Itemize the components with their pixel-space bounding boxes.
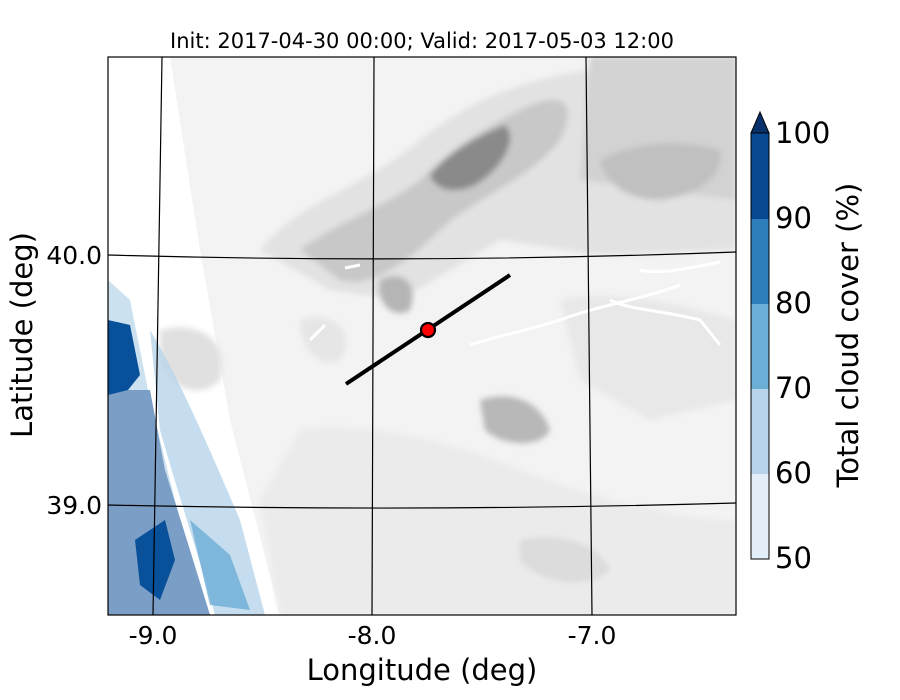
- colorbar-frame: [750, 132, 770, 560]
- map-panel: [108, 57, 736, 615]
- colorbar-tick: 80: [775, 286, 812, 320]
- colorbar-tick: 90: [775, 201, 812, 235]
- colorbar-bin: [751, 304, 769, 389]
- colorbar-tick: 70: [775, 371, 812, 405]
- x-tick-label: -9.0: [129, 621, 178, 650]
- river-traces: [308, 260, 722, 347]
- chart-title: Init: 2017-04-30 00:00; Valid: 2017-05-0…: [170, 29, 674, 53]
- colorbar-label: Total cloud cover (%): [831, 183, 865, 489]
- colorbar-tick: 50: [775, 541, 812, 575]
- colorbar-bin: [751, 219, 769, 304]
- colorbar-bin: [751, 474, 769, 559]
- location-marker: [419, 321, 437, 339]
- colorbar-tick: 60: [775, 456, 812, 490]
- colorbar-bin: [751, 133, 769, 219]
- colorbar-extend-arrow: [750, 110, 770, 134]
- colorbar: 50 60 70 80 90 100 Total cloud cover (%): [750, 110, 865, 575]
- map-frame: [107, 56, 737, 616]
- x-tick-label: -7.0: [568, 621, 617, 650]
- x-tick-label: -8.0: [348, 621, 397, 650]
- y-axis-label: Latitude (deg): [5, 232, 39, 438]
- x-axis-label: Longitude (deg): [307, 653, 538, 687]
- y-tick-label: 40.0: [46, 241, 102, 270]
- cloud-cover-band: [108, 280, 265, 615]
- colorbar-tick: 100: [775, 116, 830, 150]
- graticule: [108, 57, 736, 615]
- terrain-layers: [160, 57, 736, 615]
- colorbar-bin: [751, 389, 769, 474]
- y-tick-label: 39.0: [46, 491, 102, 520]
